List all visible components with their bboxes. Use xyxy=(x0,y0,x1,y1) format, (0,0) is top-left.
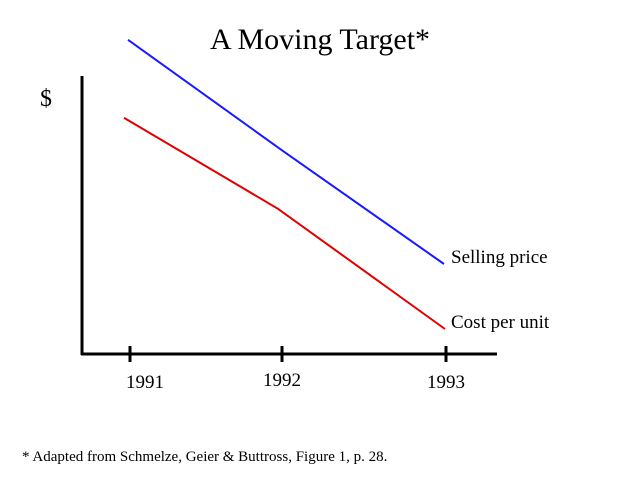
x-tick-label-1993: 1993 xyxy=(427,372,465,393)
x-tick-label-1991: 1991 xyxy=(126,372,164,393)
footnote: * Adapted from Schmelze, Geier & Buttros… xyxy=(22,449,388,465)
series-label-cost-per-unit: Cost per unit xyxy=(451,312,550,333)
series-label-selling-price: Selling price xyxy=(451,247,548,268)
series-line-selling-price xyxy=(127,38,445,265)
chart-title: A Moving Target* xyxy=(209,23,431,56)
series-line-cost-per-unit xyxy=(123,116,446,330)
y-axis-label: $ xyxy=(40,86,52,112)
x-tick-label-1992: 1992 xyxy=(263,370,301,391)
